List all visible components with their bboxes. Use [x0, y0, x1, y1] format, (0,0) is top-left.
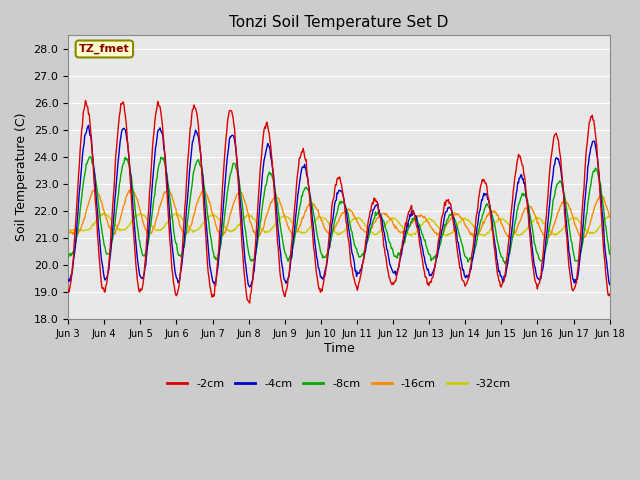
Title: Tonzi Soil Temperature Set D: Tonzi Soil Temperature Set D	[229, 15, 449, 30]
Y-axis label: Soil Temperature (C): Soil Temperature (C)	[15, 113, 28, 241]
Legend: -2cm, -4cm, -8cm, -16cm, -32cm: -2cm, -4cm, -8cm, -16cm, -32cm	[163, 374, 515, 393]
X-axis label: Time: Time	[323, 342, 355, 355]
Text: TZ_fmet: TZ_fmet	[79, 44, 130, 54]
